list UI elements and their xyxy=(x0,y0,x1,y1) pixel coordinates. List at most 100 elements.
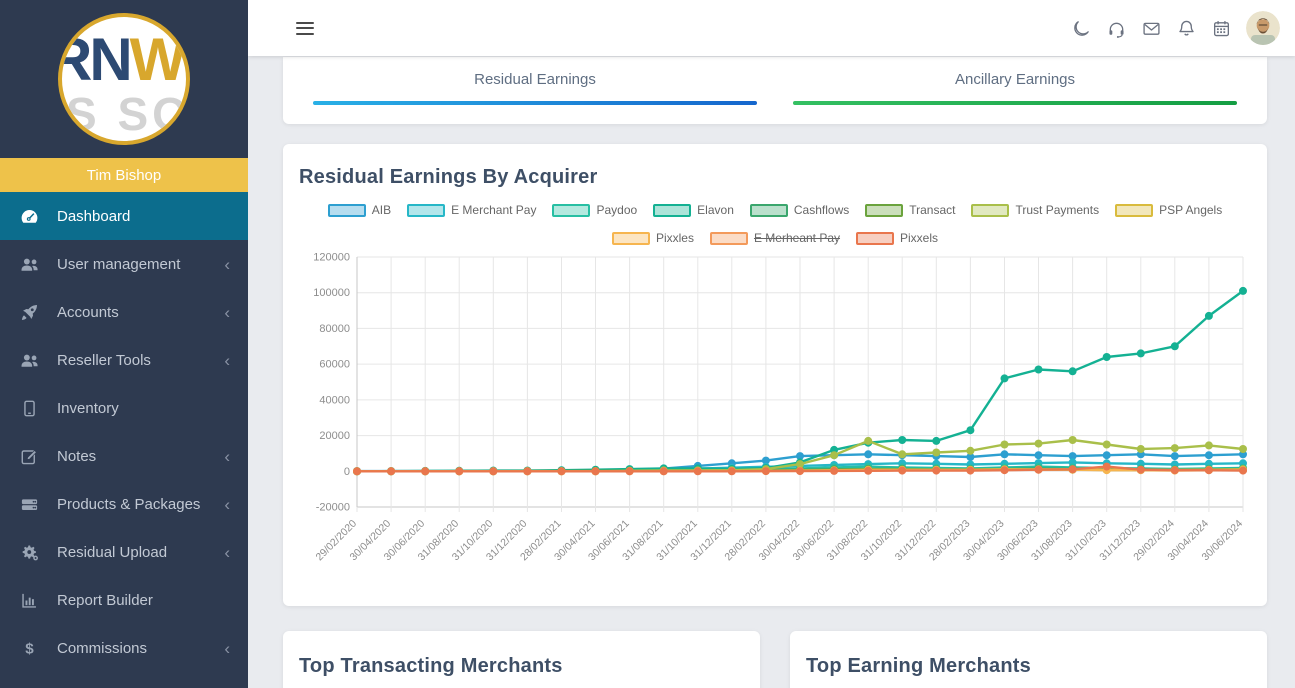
earnings-tabs: Residual Earnings Ancillary Earnings xyxy=(283,57,1267,124)
legend-label: Trust Payments xyxy=(1015,203,1100,217)
legend-swatch xyxy=(407,203,446,217)
legend-item-e-merchant-pay[interactable]: E Merchant Pay xyxy=(407,203,536,217)
legend-swatch xyxy=(749,203,788,217)
logo-circle: RNW S SO xyxy=(58,13,190,145)
chart-legend: AIB E Merchant Pay Paydoo Elavon Cashflows Tr… xyxy=(299,203,1251,245)
residual-earnings-card: Residual Earnings By Acquirer AIB E Merch… xyxy=(283,144,1267,606)
tab-ancillary-earnings[interactable]: Ancillary Earnings xyxy=(775,71,1255,105)
svg-text:40000: 40000 xyxy=(319,394,350,406)
avatar-photo xyxy=(1246,11,1280,45)
tab-residual-earnings[interactable]: Residual Earnings xyxy=(295,71,775,105)
sidebar-item-user-management[interactable]: User management ‹ xyxy=(0,240,248,288)
bar-chart-icon xyxy=(20,591,44,610)
legend-swatch xyxy=(653,203,692,217)
sidebar-item-label: Residual Upload xyxy=(57,543,168,561)
sidebar-item-report-builder[interactable]: Report Builder xyxy=(0,576,248,624)
bell-icon[interactable] xyxy=(1177,19,1196,38)
sidebar-item-accounts[interactable]: Accounts ‹ xyxy=(0,288,248,336)
top-transacting-merchants-card: Top Transacting Merchants xyxy=(283,631,760,688)
legend-swatch xyxy=(709,231,748,245)
tab-active-underline xyxy=(313,101,757,105)
rocket-icon xyxy=(20,303,44,322)
menu-toggle-button[interactable] xyxy=(296,18,314,38)
sidebar: RNW S SO Tim Bishop Dashboard User manage… xyxy=(0,0,248,688)
legend-item-aib[interactable]: AIB xyxy=(327,203,392,217)
user-avatar[interactable] xyxy=(1246,11,1280,45)
sidebar-item-reseller-tools[interactable]: Reseller Tools ‹ xyxy=(0,336,248,384)
legend-item-trust-payments[interactable]: Trust Payments xyxy=(971,203,1099,217)
legend-label: PSP Angels xyxy=(1159,203,1223,217)
sidebar-item-label: Inventory xyxy=(57,399,119,417)
legend-item-pixxels[interactable]: Pixxels xyxy=(856,231,938,245)
edit-icon xyxy=(20,447,44,466)
legend-item-elavon[interactable]: Elavon xyxy=(653,203,734,217)
tab-label: Ancillary Earnings xyxy=(954,71,1076,88)
chart-title: Residual Earnings By Acquirer xyxy=(299,166,598,188)
legend-swatch xyxy=(865,203,904,217)
legend-item-transact[interactable]: Transact xyxy=(865,203,955,217)
legend-label: E Merchant Pay xyxy=(451,203,537,217)
legend-swatch xyxy=(552,203,591,217)
sidebar-item-dashboard[interactable]: Dashboard xyxy=(0,192,248,240)
chevron-left-icon: ‹ xyxy=(224,638,230,658)
sidebar-item-inventory[interactable]: Inventory xyxy=(0,384,248,432)
svg-text:-20000: -20000 xyxy=(316,502,350,514)
main-content: Residual Earnings Ancillary Earnings Res… xyxy=(248,56,1295,688)
sidebar-item-label: Dashboard xyxy=(57,207,131,225)
legend-label: Paydoo xyxy=(596,203,638,217)
legend-item-psp-angels[interactable]: PSP Angels xyxy=(1115,203,1222,217)
top-earning-merchants-card: Top Earning Merchants xyxy=(790,631,1267,688)
sidebar-menu: Dashboard User management ‹ Accounts ‹ Resell… xyxy=(0,192,248,672)
legend-label: Pixxels xyxy=(900,231,939,245)
logo-text-bottom: S SO xyxy=(66,88,190,140)
company-logo: RNW S SO xyxy=(0,0,248,158)
svg-text:$: $ xyxy=(25,640,34,657)
sidebar-item-label: Reseller Tools xyxy=(57,351,151,369)
legend-label: Cashflows xyxy=(793,203,850,217)
sidebar-item-notes[interactable]: Notes ‹ xyxy=(0,432,248,480)
topbar xyxy=(248,0,1295,56)
chevron-left-icon: ‹ xyxy=(224,302,230,322)
legend-item-pixxles[interactable]: Pixxles xyxy=(611,231,694,245)
tab-label: Residual Earnings xyxy=(474,71,596,88)
dollar-icon: $ xyxy=(20,639,44,658)
chevron-left-icon: ‹ xyxy=(224,446,230,466)
headset-icon[interactable] xyxy=(1107,19,1126,38)
legend-swatch xyxy=(856,231,895,245)
legend-item-e-merheant-pay[interactable]: E Merheant Pay xyxy=(709,231,841,245)
sidebar-item-commissions[interactable]: $ Commissions ‹ xyxy=(0,624,248,672)
legend-item-cashflows[interactable]: Cashflows xyxy=(749,203,850,217)
legend-label: E Merheant Pay xyxy=(753,231,841,245)
sidebar-item-label: Notes xyxy=(57,447,97,465)
chevron-left-icon: ‹ xyxy=(224,494,230,514)
sidebar-item-residual-upload[interactable]: Residual Upload ‹ xyxy=(0,528,248,576)
gears-icon xyxy=(20,543,44,562)
sidebar-item-products-packages[interactable]: Products & Packages ‹ xyxy=(0,480,248,528)
moon-icon[interactable] xyxy=(1072,19,1091,38)
svg-text:100000: 100000 xyxy=(313,287,350,299)
legend-swatch xyxy=(611,231,650,245)
legend-item-paydoo[interactable]: Paydoo xyxy=(552,203,637,217)
chevron-left-icon: ‹ xyxy=(224,542,230,562)
legend-label: Transact xyxy=(909,203,956,217)
legend-label: Pixxles xyxy=(655,231,694,245)
sidebar-item-label: User management xyxy=(57,255,181,273)
legend-swatch xyxy=(971,203,1010,217)
tablet-icon xyxy=(20,399,44,418)
users-icon xyxy=(20,351,44,370)
svg-text:0: 0 xyxy=(344,466,350,478)
legend-swatch xyxy=(1115,203,1154,217)
chevron-left-icon: ‹ xyxy=(224,254,230,274)
calendar-icon[interactable] xyxy=(1212,19,1231,38)
current-user-name: Tim Bishop xyxy=(0,158,248,192)
card-title: Top Earning Merchants xyxy=(806,655,1031,677)
sidebar-item-label: Report Builder xyxy=(57,591,153,609)
sidebar-item-label: Accounts xyxy=(57,303,119,321)
sidebar-item-label: Commissions xyxy=(57,639,148,657)
server-icon xyxy=(20,495,44,514)
svg-text:20000: 20000 xyxy=(319,430,350,442)
legend-label: AIB xyxy=(371,203,392,217)
logo-text-top: RNW xyxy=(62,26,186,93)
svg-text:60000: 60000 xyxy=(319,359,350,371)
envelope-icon[interactable] xyxy=(1142,19,1161,38)
